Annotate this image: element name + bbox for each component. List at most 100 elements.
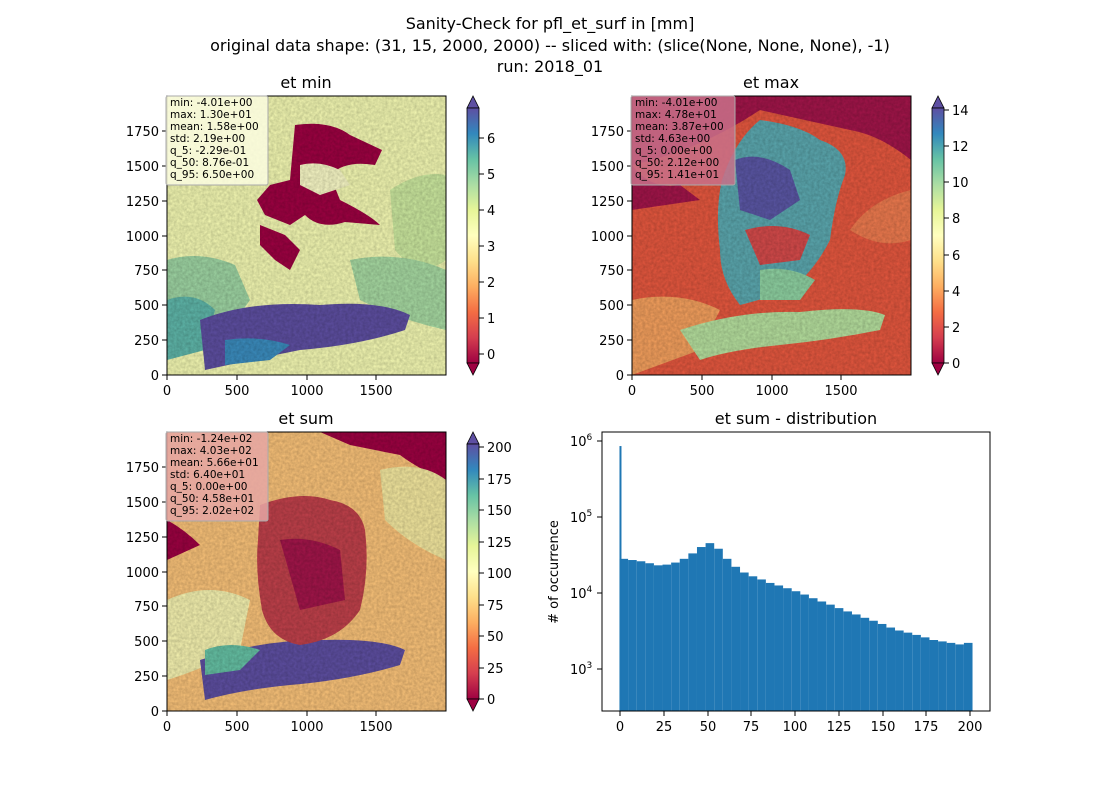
- histogram-bar: [920, 637, 930, 711]
- y-axis: 0 250 500 750 1000 1250 1500 1750: [126, 461, 167, 720]
- colorbar-tick-label: 50: [487, 630, 504, 645]
- histogram-bar: [860, 617, 870, 711]
- x-tick-label: 175: [914, 720, 939, 735]
- colorbar-tick-label: 2: [952, 321, 960, 336]
- stats-line: max: 4.03e+02: [170, 445, 252, 457]
- stats-line: q_50: 4.58e+01: [170, 493, 254, 505]
- stats-box-bg: [630, 95, 736, 186]
- stats-box-bg: [165, 95, 269, 186]
- histogram-bar: [619, 558, 629, 711]
- histogram-bar: [748, 576, 758, 711]
- stats-line: max: 4.78e+01: [635, 109, 717, 121]
- colorbar-tick-label: 5: [487, 168, 495, 183]
- colorbar-tick-label: 3: [487, 240, 495, 255]
- colorbar-tick-label: 6: [952, 249, 960, 264]
- figure-title-line-2: original data shape: (31, 15, 2000, 2000…: [210, 36, 890, 55]
- panel-title: et sum - distribution: [715, 409, 877, 428]
- colorbar: 0 2 4 6 8 10 12 14: [931, 95, 969, 376]
- y-tick-label: 0: [151, 705, 159, 720]
- figure-title-line-3: run: 2018_01: [497, 57, 603, 77]
- stats-line: max: 1.30e+01: [170, 109, 252, 121]
- histogram-bar: [946, 642, 956, 711]
- colorbar-tick-label: 4: [487, 204, 495, 219]
- histogram-bar: [912, 634, 921, 711]
- histogram-bar: [722, 558, 732, 711]
- x-tick-label: 200: [958, 720, 983, 735]
- y-tick-label: 1500: [126, 160, 159, 175]
- x-tick-label: 0: [163, 720, 171, 735]
- x-tick-label: 1000: [290, 720, 323, 735]
- x-tick-label: 150: [871, 720, 896, 735]
- histogram-bar: [826, 604, 835, 711]
- y-tick-label: 250: [134, 334, 159, 349]
- histogram-bar: [851, 614, 861, 711]
- stats-line: min: -1.24e+02: [170, 433, 252, 445]
- y-tick-label: 0: [151, 369, 159, 384]
- figure-title-line-1: Sanity-Check for pfl_et_surf in [mm]: [406, 14, 695, 34]
- y-tick-label: 1500: [591, 160, 624, 175]
- stats-line: q_95: 1.41e+01: [635, 169, 719, 181]
- colorbar-tick-label: 0: [952, 357, 960, 372]
- x-tick-label: 500: [225, 720, 250, 735]
- svg-text:105: 105: [570, 509, 592, 526]
- histogram-bar: [955, 644, 964, 711]
- colorbar-tick-label: 10: [952, 176, 969, 191]
- y-tick-label: 1000: [126, 566, 159, 581]
- y-tick-label: 500: [134, 635, 159, 650]
- histogram-bar: [877, 623, 887, 711]
- x-axis: 0 25 50 75 100 125 150 175 200: [616, 711, 983, 735]
- histogram-bar: [903, 632, 913, 711]
- colorbar: 0 1 2 3 4 5 6: [466, 95, 495, 376]
- x-axis: 0 500 1000 1500: [628, 375, 858, 399]
- colorbar-tick-label: 150: [487, 504, 512, 519]
- histogram-bar: [628, 560, 637, 711]
- histogram-bar: [791, 591, 801, 711]
- x-tick-label: 75: [743, 720, 760, 735]
- histogram-bar: [843, 611, 852, 711]
- y-tick-label: 250: [134, 670, 159, 685]
- histogram-bar: [869, 620, 878, 711]
- stats-line: std: 6.40e+01: [170, 469, 245, 481]
- stats-line: mean: 5.66e+01: [170, 457, 259, 469]
- colorbar-tick-label: 12: [952, 140, 969, 155]
- x-tick-label: 1000: [755, 384, 788, 399]
- histogram-bar: [653, 565, 663, 711]
- y-tick-label: 1250: [126, 531, 159, 546]
- y-tick-label: 1750: [126, 461, 159, 476]
- panel-et-sum-distribution: et sum - distribution 0 25 50 75 100 125…: [547, 409, 991, 735]
- x-tick-label: 25: [656, 720, 673, 735]
- colorbar-tick-label: 125: [487, 536, 512, 551]
- colorbar-tick-label: 25: [487, 662, 504, 677]
- x-tick-label: 50: [700, 720, 717, 735]
- histogram-bar: [696, 547, 706, 711]
- stats-line: q_50: 2.12e+00: [635, 157, 719, 169]
- y-tick-label: 250: [599, 334, 624, 349]
- panel-et-min: et min 0 500 1000 1500: [126, 73, 495, 399]
- histogram-bar: [963, 642, 973, 711]
- histogram-bar: [929, 640, 939, 711]
- histogram-bars: [619, 446, 973, 711]
- histogram-bar: [817, 601, 827, 711]
- colorbar-tick-label: 4: [952, 285, 960, 300]
- x-tick-label: 500: [225, 384, 250, 399]
- x-tick-label: 0: [163, 384, 171, 399]
- y-tick-label: 1250: [591, 195, 624, 210]
- y-tick-label: 750: [134, 264, 159, 279]
- histogram-bar: [938, 641, 947, 711]
- colorbar: 0 25 50 75 100 125 150 175 200: [466, 431, 512, 712]
- stats-line: q_5: 0.00e+00: [635, 145, 712, 157]
- histogram-bar: [895, 630, 904, 711]
- histogram-bar: [714, 548, 723, 711]
- y-tick-label: 1750: [126, 125, 159, 140]
- histogram-bar: [740, 572, 749, 711]
- stats-line: std: 4.63e+00: [635, 133, 710, 145]
- histogram-bar: [671, 562, 680, 711]
- plot-frame: [601, 431, 991, 712]
- y-tick-label: 1000: [126, 230, 159, 245]
- panel-et-sum: et sum 0 500 1000 1500: [126, 409, 512, 735]
- stats-line: mean: 1.58e+00: [170, 121, 259, 133]
- svg-text:104: 104: [570, 585, 593, 602]
- histogram-bar: [765, 582, 775, 711]
- colorbar-tick-label: 175: [487, 473, 512, 488]
- y-axis-label: # of occurrence: [547, 520, 562, 624]
